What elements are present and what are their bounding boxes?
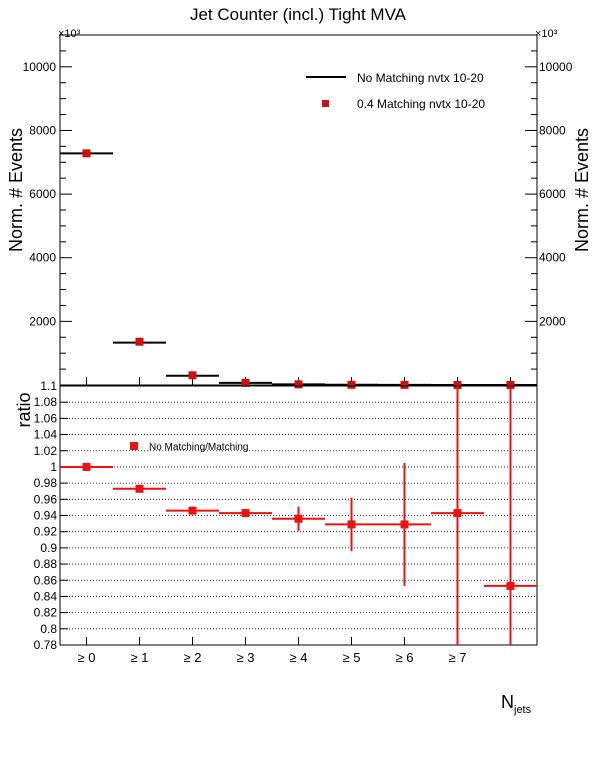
ratio-marker xyxy=(241,509,250,518)
top-marker xyxy=(241,378,250,387)
ratio-marker xyxy=(135,484,144,493)
bottom-ytick-label: 0.8 xyxy=(40,622,57,636)
top-ytick-label-left: 8000 xyxy=(29,123,56,137)
bottom-legend: No Matching/Matching xyxy=(130,442,249,453)
x-category-label: ≥ 6 xyxy=(396,650,414,665)
top-multiplier-right: ×10³ xyxy=(535,28,558,40)
bottom-ytick-label: 0.86 xyxy=(34,573,58,587)
bottom-ytick-label: 0.88 xyxy=(34,557,58,571)
bottom-panel: ratio 0.78 0.8 0.82 0.84 0.86 0.88 0.9 0.92 0.94… xyxy=(14,379,538,716)
top-ylabel-left: Norm. # Events xyxy=(6,128,26,252)
x-category-label: ≥ 7 xyxy=(449,650,467,665)
top-ytick-label-right: 8000 xyxy=(539,123,566,137)
top-ytick-label-right: 2000 xyxy=(539,314,566,328)
bottom-ytick-label: 0.84 xyxy=(34,589,58,603)
top-ytick-label-left: 2000 xyxy=(29,314,56,328)
ratio-marker xyxy=(294,514,303,523)
chart-title: Jet Counter (incl.) Tight MVA xyxy=(190,5,407,24)
legend-label-match: 0.4 Matching nvtx 10-20 xyxy=(357,97,485,111)
bottom-ytick-label: 0.92 xyxy=(34,525,58,539)
top-ylabel-right: Norm. # Events xyxy=(572,128,592,252)
bottom-ytick-label: 0.78 xyxy=(34,638,58,652)
legend-ratio-swatch xyxy=(130,442,138,450)
legend-label-nomatch: No Matching nvtx 10-20 xyxy=(357,71,484,85)
ratio-marker xyxy=(400,520,409,529)
bottom-ytick-label: 1.04 xyxy=(34,428,58,442)
top-marker xyxy=(135,337,144,346)
bottom-ytick-label: 0.96 xyxy=(34,492,58,506)
top-ytick-label-right: 4000 xyxy=(539,251,566,265)
top-panel: Norm. # Events Norm. # Events ×10³ ×10³ … xyxy=(6,28,592,389)
xlabel-sub: jets xyxy=(513,704,532,716)
bottom-ytick-label: 0.94 xyxy=(34,509,58,523)
bottom-ylabel: ratio xyxy=(14,392,34,427)
top-marker xyxy=(294,380,303,389)
x-axis-label: N jets xyxy=(501,692,532,716)
xlabel-main: N xyxy=(501,692,514,712)
legend-label-ratio: No Matching/Matching xyxy=(149,442,249,453)
top-ytick-label-right: 10000 xyxy=(539,60,573,74)
bottom-ytick-label: 0.9 xyxy=(40,541,57,555)
bottom-ytick-label: 0.82 xyxy=(34,606,58,620)
ratio-marker xyxy=(82,462,91,471)
bottom-ytick-label: 1.08 xyxy=(34,395,58,409)
top-ytick-label-left: 10000 xyxy=(23,60,57,74)
bottom-ytick-label: 1 xyxy=(50,460,57,474)
top-ytick-label-right: 6000 xyxy=(539,187,566,201)
top-marker xyxy=(400,380,409,389)
top-marker xyxy=(347,380,356,389)
top-ytick-label-left: 4000 xyxy=(29,251,56,265)
top-plot-frame xyxy=(59,34,538,386)
top-marker xyxy=(506,380,515,389)
ratio-marker xyxy=(347,520,356,529)
bottom-ytick-label: 1.1 xyxy=(40,379,57,393)
top-marker xyxy=(82,149,91,158)
x-category-label: ≥ 5 xyxy=(343,650,361,665)
x-category-label: ≥ 4 xyxy=(290,650,308,665)
x-category-label: ≥ 0 xyxy=(78,650,96,665)
top-multiplier-left: ×10³ xyxy=(58,28,81,40)
legend-marker-swatch xyxy=(322,100,329,107)
top-marker xyxy=(453,380,462,389)
x-category-label: ≥ 2 xyxy=(184,650,202,665)
x-category-label: ≥ 3 xyxy=(237,650,255,665)
top-ytick-label-left: 6000 xyxy=(29,187,56,201)
bottom-ytick-label: 1.06 xyxy=(34,411,58,425)
x-category-label: ≥ 1 xyxy=(131,650,149,665)
top-marker xyxy=(188,371,197,380)
bottom-ytick-label: 0.98 xyxy=(34,476,58,490)
ratio-marker xyxy=(453,509,462,518)
bottom-ytick-label: 1.02 xyxy=(34,444,58,458)
ratio-marker xyxy=(188,506,197,515)
ratio-marker xyxy=(506,581,515,590)
top-legend: No Matching nvtx 10-20 0.4 Matching nvtx… xyxy=(306,71,485,111)
